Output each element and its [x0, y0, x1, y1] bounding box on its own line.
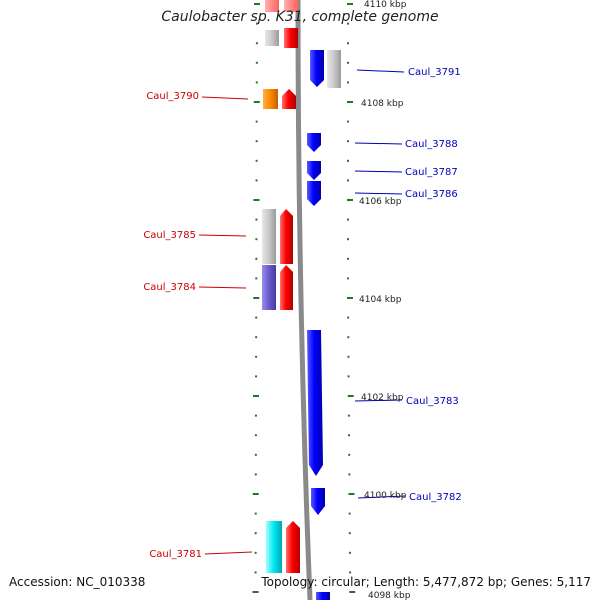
feature-top-pink	[265, 0, 279, 12]
gene-label-caul-3783[interactable]: Caul_3783	[406, 396, 459, 407]
kbp-label: 4100 kbp	[364, 491, 407, 501]
gene-label-caul-3790[interactable]: Caul_3790	[146, 91, 199, 102]
kbp-label: 4108 kbp	[361, 99, 404, 109]
feature-caul-3785-arrow	[280, 209, 293, 264]
gene-label-caul-3781[interactable]: Caul_3781	[149, 549, 202, 560]
kbp-label: 4102 kbp	[361, 393, 404, 403]
gene-label-caul-3784[interactable]: Caul_3784	[143, 282, 196, 293]
feature-caul-3784-arrow	[280, 265, 293, 310]
feature-caul-3791-arrow	[310, 50, 324, 87]
feature-caul-3787-arrow	[307, 161, 321, 180]
genome-summary: Topology: circular; Length: 5,477,872 bp…	[261, 575, 591, 589]
reverse-features	[307, 50, 341, 600]
feature-caul-3781-cyan	[266, 521, 282, 573]
feature-caul-3784-purple	[262, 265, 276, 310]
feature-top-red	[284, 28, 298, 48]
tick-marks	[252, 3, 356, 593]
gene-label-caul-3786[interactable]: Caul_3786	[405, 189, 458, 200]
map-title: Caulobacter sp. K31, complete genome	[161, 9, 439, 25]
kbp-label: 4106 kbp	[359, 197, 402, 207]
genome-backbone	[295, 0, 313, 600]
leader-caul-3785	[198, 234, 247, 237]
feature-caul-3783-arrow	[307, 330, 323, 476]
leader-caul-3788	[354, 142, 403, 145]
feature-top-red-fragment	[284, 0, 298, 12]
leader-caul-3782	[357, 495, 406, 499]
feature-caul-3791-gray	[327, 50, 341, 88]
leader-caul-3783	[354, 399, 403, 402]
forward-features	[262, 0, 300, 573]
kbp-label: 4104 kbp	[359, 295, 402, 305]
feature-caul-3785-gray	[262, 209, 276, 264]
feature-caul-3790-arrow	[282, 89, 296, 109]
leader-caul-3787	[354, 170, 403, 173]
feature-caul-3788-arrow	[307, 133, 321, 152]
feature-caul-3786-arrow	[307, 181, 321, 206]
kbp-label: 4098 kbp	[368, 591, 411, 600]
feature-caul-3781-arrow	[286, 521, 300, 573]
gene-label-caul-3782[interactable]: Caul_3782	[409, 492, 462, 503]
accession-text: Accession: NC_010338	[9, 575, 146, 589]
leader-caul-3786	[354, 192, 403, 195]
leader-caul-3790	[201, 96, 249, 100]
gene-labels[interactable]: Caul_3790 Caul_3785 Caul_3784 Caul_3781 …	[143, 67, 461, 560]
feature-top-gray	[265, 30, 279, 46]
leader-caul-3781	[204, 551, 253, 555]
leader-caul-3784	[198, 286, 247, 289]
kbp-labels: 4110 kbp 4108 kbp 4106 kbp 4104 kbp 4102…	[359, 0, 411, 600]
feature-caul-3790-orange	[263, 89, 278, 109]
kbp-label: 4110 kbp	[364, 0, 407, 10]
leader-lines	[198, 69, 406, 555]
gene-label-caul-3791[interactable]: Caul_3791	[408, 67, 461, 78]
gene-label-caul-3788[interactable]: Caul_3788	[405, 139, 458, 150]
gene-label-caul-3787[interactable]: Caul_3787	[405, 167, 458, 178]
leader-caul-3791	[356, 69, 405, 73]
feature-bottom-blue	[316, 592, 330, 600]
feature-caul-3782-arrow	[311, 488, 325, 515]
gene-label-caul-3785[interactable]: Caul_3785	[143, 230, 196, 241]
